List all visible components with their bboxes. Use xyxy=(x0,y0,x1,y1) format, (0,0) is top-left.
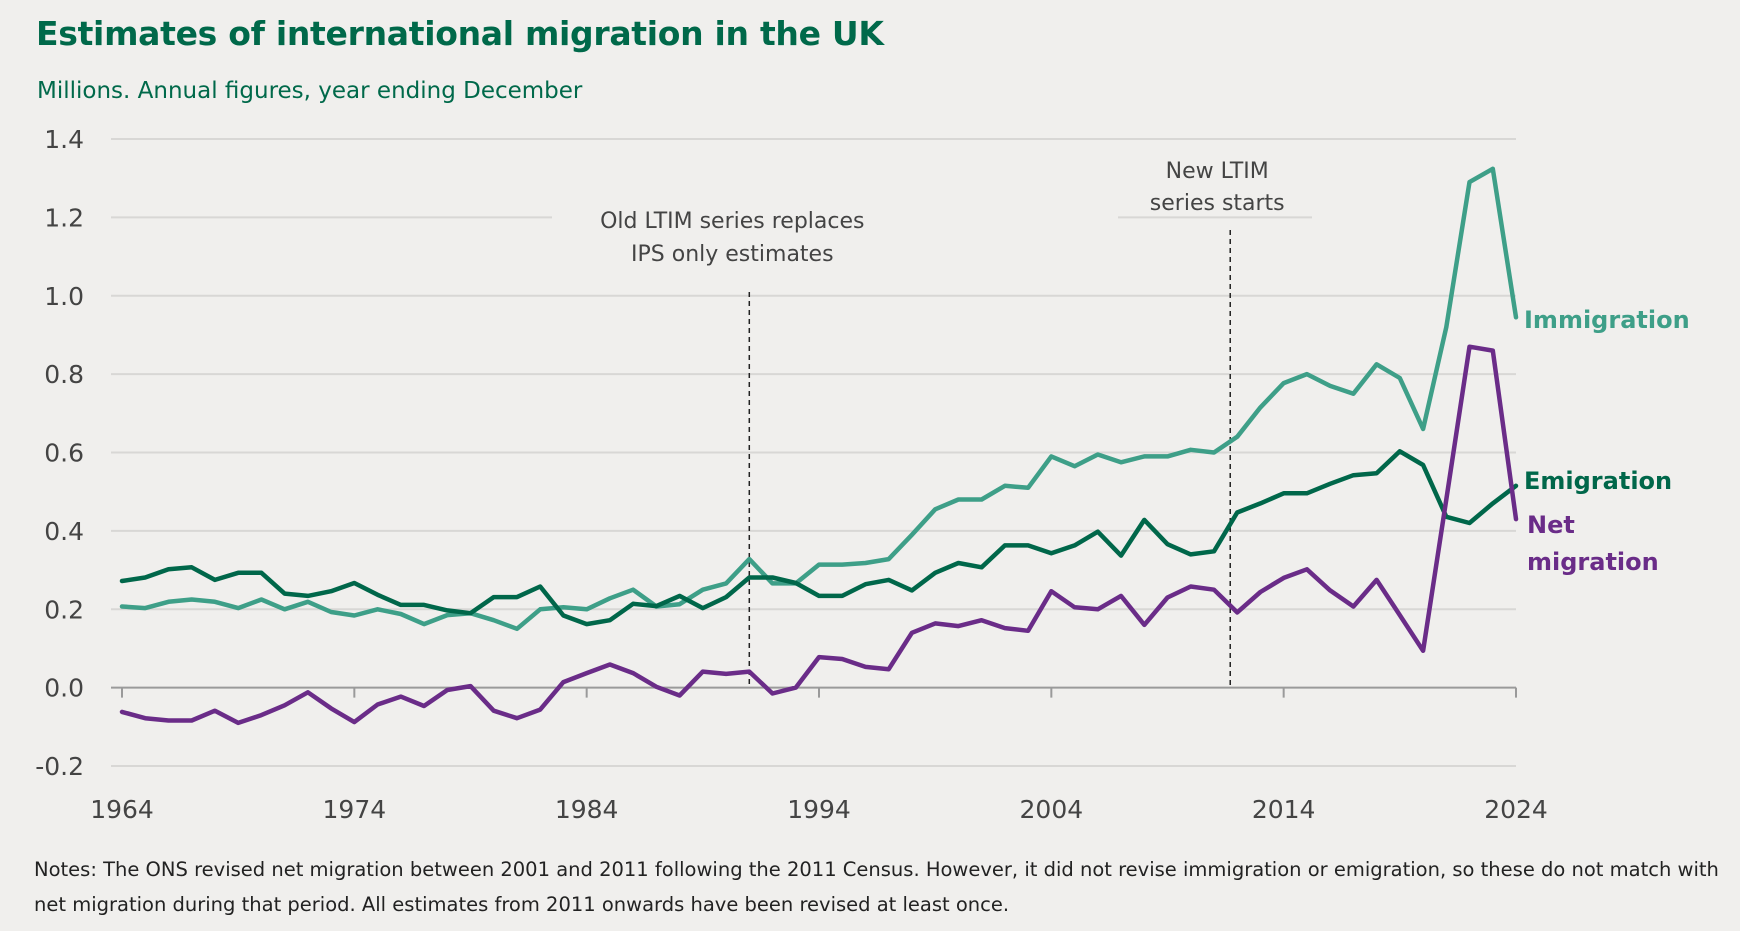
y-tick-label: -0.2 xyxy=(35,752,84,781)
x-tick-label: 1974 xyxy=(323,795,387,824)
series-label-net-migration: migration xyxy=(1527,548,1659,576)
series-line-immigration xyxy=(119,166,1519,632)
x-tick-label: 1964 xyxy=(90,795,154,824)
y-tick-label: 0.4 xyxy=(44,517,84,546)
series-label-net-migration: Net xyxy=(1527,511,1575,539)
series-label-immigration: Immigration xyxy=(1524,306,1690,334)
series-label-emigration: Emigration xyxy=(1524,467,1672,495)
series-line-net-migration xyxy=(119,344,1519,726)
x-tick-label: 2004 xyxy=(1020,795,1084,824)
annotation-text: series starts xyxy=(1150,191,1285,216)
x-tick-label: 2024 xyxy=(1484,795,1548,824)
y-tick-label: 1.2 xyxy=(44,203,84,232)
x-tick-label: 2014 xyxy=(1252,795,1316,824)
x-tick-label: 1984 xyxy=(555,795,619,824)
chart-subtitle: Millions. Annual figures, year ending De… xyxy=(37,78,583,104)
chart-notes: Notes: The ONS revised net migration bet… xyxy=(34,858,1719,916)
y-tick-label: 1.0 xyxy=(44,282,84,311)
annotation-text: IPS only estimates xyxy=(631,242,834,267)
y-tick-label: 0.2 xyxy=(44,595,84,624)
y-tick-label: 1.4 xyxy=(44,125,84,154)
chart-title: Estimates of international migration in … xyxy=(36,14,884,53)
y-tick-label: 0.8 xyxy=(44,360,84,389)
annotation-text: Old LTIM series replaces xyxy=(600,209,864,234)
y-tick-label: 0.6 xyxy=(44,439,84,468)
series-line-emigration xyxy=(119,449,1519,627)
annotation-text: New LTIM xyxy=(1166,159,1269,184)
y-tick-label: 0.0 xyxy=(44,674,84,703)
x-tick-label: 1994 xyxy=(787,795,851,824)
